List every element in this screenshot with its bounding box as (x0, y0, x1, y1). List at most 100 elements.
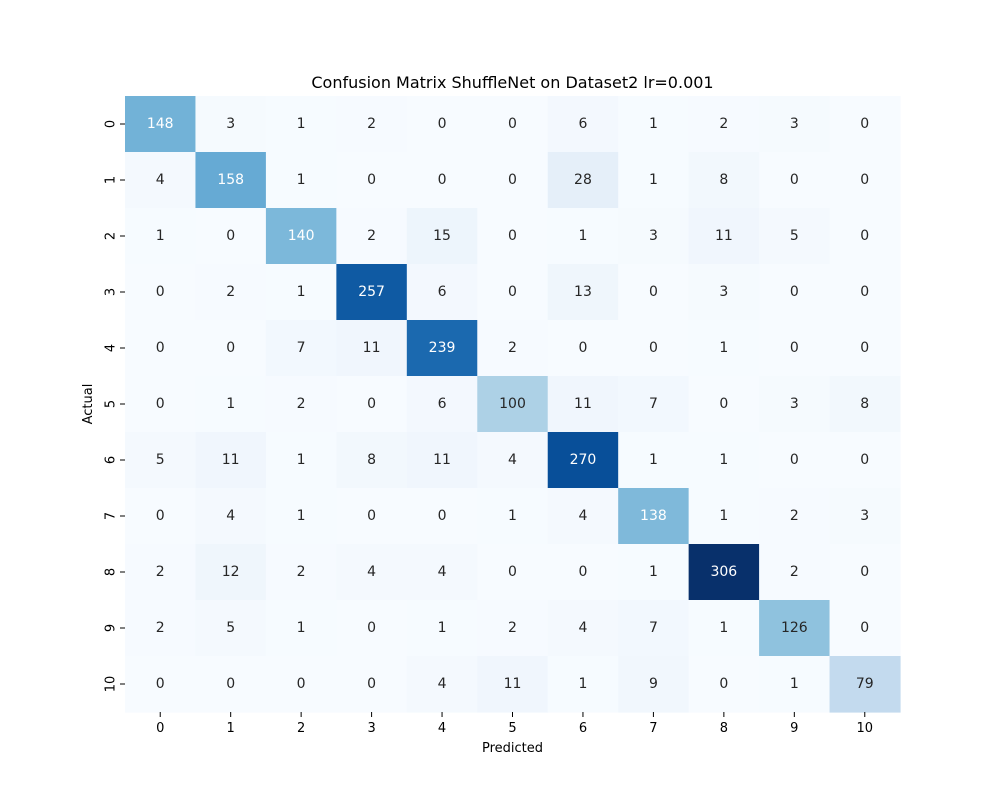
y-tick-label-7: 7 (104, 512, 119, 520)
heatmap-cell-r6-c5 (477, 432, 549, 489)
cell-value-label-r4-c0: 0 (156, 340, 165, 356)
heatmap-cell-r5-c9 (759, 376, 831, 433)
heatmap-cell-r5-c8 (688, 376, 760, 433)
heatmap-cell-r6-c9 (759, 432, 831, 489)
heatmap-cell-r8-c6 (547, 544, 619, 601)
cell-value-label-r2-c1: 0 (226, 228, 235, 244)
heatmap-cell-r10-c0 (125, 656, 197, 713)
heatmap-cell-r7-c7 (618, 488, 690, 545)
heatmap-cell-r6-c0 (125, 432, 197, 489)
cell-value-label-r1-c9: 0 (790, 172, 799, 188)
heatmap-cell-r0-c7 (618, 96, 690, 153)
cell-value-label-r9-c10: 0 (860, 620, 869, 636)
heatmap-cell-r2-c2 (265, 208, 337, 265)
heatmap-cell-r0-c2 (265, 96, 337, 153)
heatmap-cell-r9-c1 (195, 600, 267, 657)
heatmap-cell-r3-c4 (406, 264, 478, 321)
cell-value-label-r6-c4: 11 (433, 452, 451, 468)
cell-value-label-r6-c6: 270 (570, 452, 597, 468)
heatmap-cell-r5-c0 (125, 376, 197, 433)
heatmap-cell-r0-c4 (406, 96, 478, 153)
cell-value-label-r8-c5: 0 (508, 564, 517, 580)
heatmap-cell-r3-c10 (829, 264, 901, 321)
x-tick-label-2: 2 (297, 721, 305, 736)
x-tick-label-10: 10 (856, 721, 873, 736)
cell-value-label-r4-c8: 1 (719, 340, 728, 356)
heatmap-cell-r7-c6 (547, 488, 619, 545)
heatmap-cells: 148 3 1 2 0 0 6 1 2 3 04 158 1 0 0 0 28 1 8 0 01 0 140 2 15 0 1 3 11… (125, 96, 901, 713)
cell-value-label-r6-c5: 4 (508, 452, 517, 468)
heatmap-cell-r3-c6 (547, 264, 619, 321)
heatmap-cell-r8-c8 (688, 544, 760, 601)
heatmap-cell-r0-c1 (195, 96, 267, 153)
x-tick-label-1: 1 (227, 721, 235, 736)
heatmap-cell-r10-c1 (195, 656, 267, 713)
cell-value-label-r7-c4: 0 (438, 508, 447, 524)
heatmap-cell-r5-c3 (336, 376, 408, 433)
cell-value-label-r10-c5: 11 (504, 676, 522, 692)
heatmap-cell-r4-c4 (406, 320, 478, 377)
cell-value-label-r9-c9: 126 (781, 620, 808, 636)
y-axis-label: Actual (81, 384, 96, 425)
heatmap-cell-r2-c5 (477, 208, 549, 265)
cell-value-label-r3-c1: 2 (226, 284, 235, 300)
x-tick-label-9: 9 (790, 721, 798, 736)
heatmap-cell-r5-c6 (547, 376, 619, 433)
cell-value-label-r5-c5: 100 (499, 396, 526, 412)
heatmap-cell-r2-c9 (759, 208, 831, 265)
heatmap-cell-r10-c2 (265, 656, 337, 713)
heatmap-cell-r5-c2 (265, 376, 337, 433)
cell-value-label-r2-c10: 0 (860, 228, 869, 244)
heatmap-cell-r5-c7 (618, 376, 690, 433)
x-axis-label: Predicted (482, 741, 543, 756)
cell-value-label-r1-c10: 0 (860, 172, 869, 188)
y-tick-label-0: 0 (104, 120, 119, 128)
cell-value-label-r8-c6: 0 (578, 564, 587, 580)
cell-value-label-r7-c10: 3 (860, 508, 869, 524)
cell-value-label-r8-c8: 306 (710, 564, 737, 580)
cell-value-label-r8-c4: 4 (438, 564, 447, 580)
heatmap-cell-r9-c5 (477, 600, 549, 657)
heatmap-cell-r1-c4 (406, 152, 478, 209)
x-axis: 0 1 2 3 4 5 6 7 8 9 10 (156, 712, 873, 736)
cell-value-label-r2-c9: 5 (790, 228, 799, 244)
heatmap-cell-r2-c0 (125, 208, 197, 265)
heatmap-cell-r6-c4 (406, 432, 478, 489)
heatmap-cell-r1-c8 (688, 152, 760, 209)
y-tick-label-10: 10 (104, 676, 119, 693)
cell-value-label-r0-c8: 2 (719, 116, 728, 132)
heatmap-cell-r8-c0 (125, 544, 197, 601)
cell-value-label-r9-c3: 0 (367, 620, 376, 636)
heatmap-cell-r7-c1 (195, 488, 267, 545)
heatmap-cell-r2-c1 (195, 208, 267, 265)
cell-value-label-r5-c8: 0 (719, 396, 728, 412)
cell-value-label-r1-c8: 8 (719, 172, 728, 188)
cell-value-label-r2-c5: 0 (508, 228, 517, 244)
heatmap-cell-r7-c8 (688, 488, 760, 545)
cell-value-label-r7-c8: 1 (719, 508, 728, 524)
cell-value-label-r9-c4: 1 (438, 620, 447, 636)
x-tick-label-4: 4 (438, 721, 446, 736)
cell-value-label-r0-c7: 1 (649, 116, 658, 132)
heatmap-cell-r10-c7 (618, 656, 690, 713)
cell-value-label-r7-c0: 0 (156, 508, 165, 524)
x-tick-label-8: 8 (720, 721, 728, 736)
heatmap-cell-r9-c7 (618, 600, 690, 657)
cell-value-label-r10-c6: 1 (578, 676, 587, 692)
y-tick-label-5: 5 (104, 400, 119, 408)
heatmap-cell-r3-c5 (477, 264, 549, 321)
cell-value-label-r10-c9: 1 (790, 676, 799, 692)
cell-value-label-r10-c8: 0 (719, 676, 728, 692)
cell-value-label-r6-c9: 0 (790, 452, 799, 468)
heatmap-cell-r1-c0 (125, 152, 197, 209)
heatmap-cell-r4-c7 (618, 320, 690, 377)
heatmap-cell-r10-c9 (759, 656, 831, 713)
x-tick-label-3: 3 (367, 721, 375, 736)
heatmap-cell-r10-c6 (547, 656, 619, 713)
heatmap-cell-r5-c1 (195, 376, 267, 433)
heatmap-cell-r7-c2 (265, 488, 337, 545)
heatmap-cell-r6-c2 (265, 432, 337, 489)
heatmap-cell-r4-c3 (336, 320, 408, 377)
cell-value-label-r4-c7: 0 (649, 340, 658, 356)
